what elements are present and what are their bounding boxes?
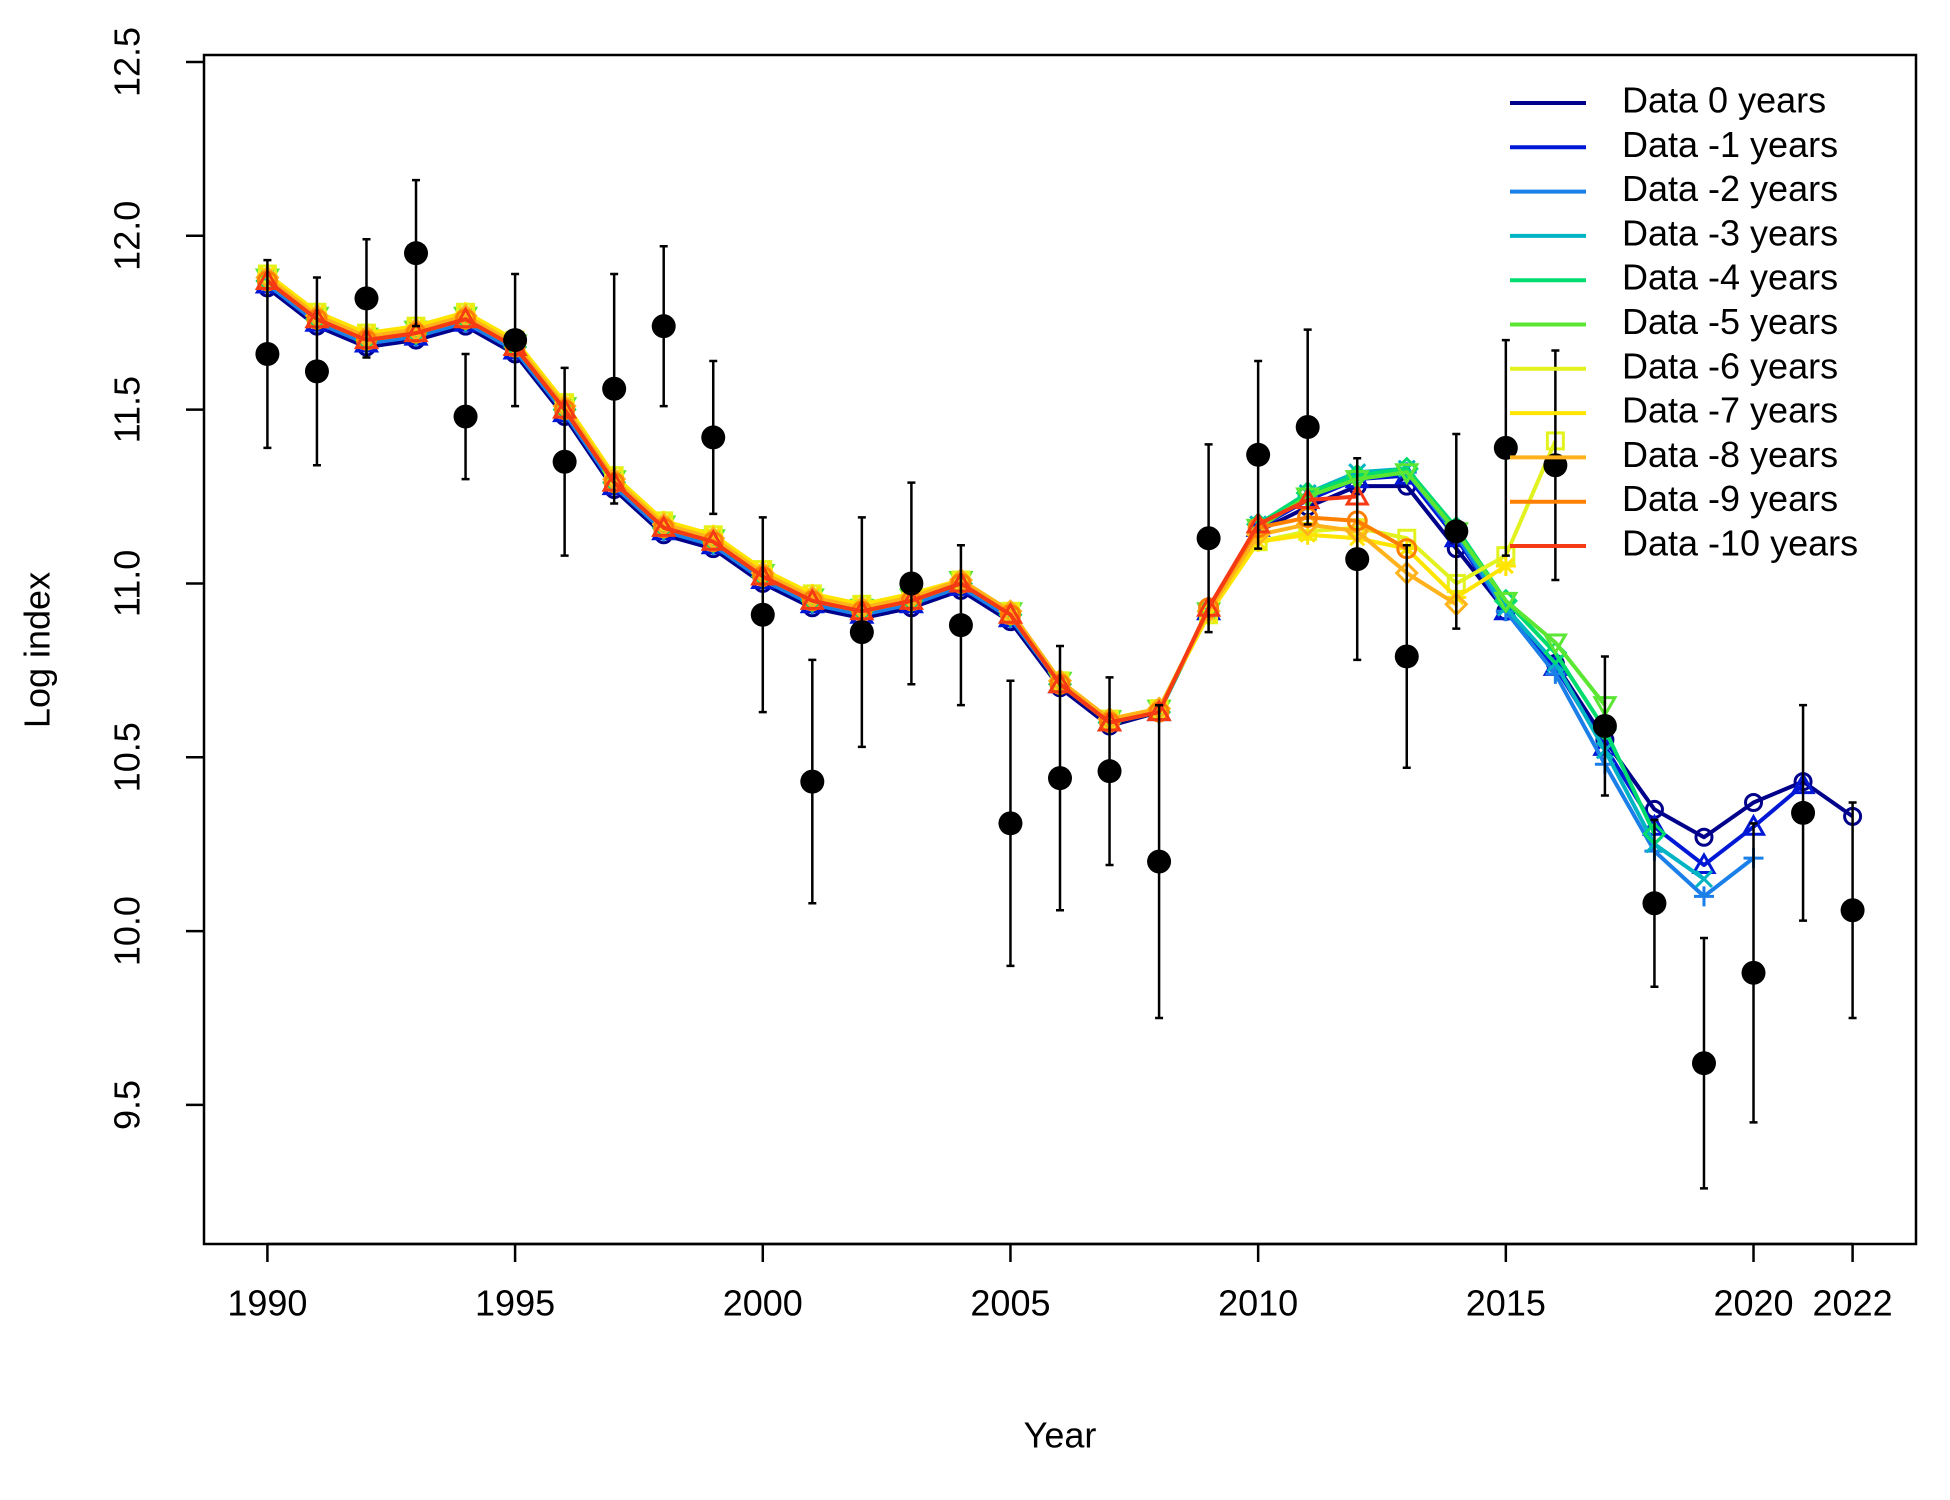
series bbox=[257, 264, 1516, 730]
y-tick-label: 12.0 bbox=[107, 201, 148, 271]
x-axis-label: Year bbox=[1024, 1415, 1097, 1456]
series bbox=[254, 271, 1816, 875]
x-tick-label: 2005 bbox=[970, 1283, 1050, 1324]
observed-point bbox=[453, 404, 478, 429]
observed-point bbox=[503, 328, 528, 353]
legend-label: Data 0 years bbox=[1622, 80, 1826, 121]
observed-point bbox=[651, 314, 676, 339]
legend-label: Data -7 years bbox=[1622, 390, 1838, 431]
observed-point bbox=[404, 241, 429, 266]
marker bbox=[1542, 633, 1568, 656]
observed-point bbox=[701, 425, 726, 450]
x-tick-label: 2022 bbox=[1813, 1283, 1893, 1324]
marker bbox=[403, 320, 429, 343]
observed-point bbox=[1493, 435, 1518, 460]
observed-point bbox=[1592, 713, 1617, 738]
marker bbox=[1394, 463, 1420, 486]
marker bbox=[703, 524, 724, 545]
marker bbox=[997, 601, 1024, 624]
observed-point bbox=[948, 613, 973, 638]
marker bbox=[1693, 886, 1714, 907]
observed-point bbox=[1246, 442, 1271, 467]
y-axis-label: Log index bbox=[17, 572, 58, 728]
marker bbox=[452, 306, 479, 329]
observed-point bbox=[1345, 547, 1370, 572]
observed-point bbox=[1791, 800, 1816, 825]
observed-point bbox=[750, 602, 775, 627]
marker bbox=[1493, 591, 1519, 614]
observed-point bbox=[552, 449, 577, 474]
legend-label: Data -4 years bbox=[1622, 257, 1838, 298]
legend-label: Data -3 years bbox=[1622, 212, 1838, 253]
x-tick-label: 2000 bbox=[723, 1283, 803, 1324]
observed-point bbox=[304, 359, 329, 384]
observed-point bbox=[849, 620, 874, 645]
legend-label: Data -2 years bbox=[1622, 168, 1838, 209]
marker bbox=[1694, 827, 1714, 847]
y-tick-label: 10.5 bbox=[107, 722, 148, 792]
series bbox=[256, 270, 1418, 734]
observed-point bbox=[1295, 414, 1320, 439]
observed-point bbox=[899, 571, 924, 596]
marker bbox=[1691, 852, 1717, 875]
x-tick-label: 2010 bbox=[1218, 1283, 1298, 1324]
marker bbox=[700, 528, 726, 551]
marker bbox=[1744, 792, 1764, 812]
legend-label: Data -6 years bbox=[1622, 345, 1838, 386]
observed-point bbox=[1394, 644, 1419, 669]
observed-point bbox=[255, 341, 280, 366]
observed-point bbox=[800, 769, 825, 794]
observed-point bbox=[354, 286, 379, 311]
marker bbox=[799, 587, 825, 610]
marker bbox=[653, 510, 674, 531]
legend-label: Data -1 years bbox=[1622, 124, 1838, 165]
observed-point bbox=[1196, 526, 1221, 551]
legend-label: Data -9 years bbox=[1622, 478, 1838, 519]
x-tick-label: 2015 bbox=[1466, 1283, 1546, 1324]
series-line bbox=[266, 279, 1706, 881]
observed-point bbox=[1691, 1051, 1716, 1076]
observed-point bbox=[1147, 849, 1172, 874]
legend-label: Data -5 years bbox=[1622, 301, 1838, 342]
x-tick-label: 1990 bbox=[227, 1283, 307, 1324]
legend-label: Data -8 years bbox=[1622, 434, 1838, 475]
marker bbox=[1495, 556, 1516, 577]
series-line bbox=[266, 279, 1358, 725]
x-tick-label: 1995 bbox=[475, 1283, 555, 1324]
marker bbox=[1694, 869, 1714, 889]
x-tick-label: 2020 bbox=[1713, 1283, 1793, 1324]
y-tick-label: 9.5 bbox=[107, 1080, 148, 1130]
observed-point bbox=[1741, 960, 1766, 985]
series-line bbox=[266, 279, 1408, 725]
series-line bbox=[266, 282, 1805, 868]
observed-point bbox=[998, 811, 1023, 836]
observed-point bbox=[1642, 891, 1667, 916]
observed-point bbox=[1444, 519, 1469, 544]
observed-point bbox=[1097, 759, 1122, 784]
legend-label: Data -10 years bbox=[1622, 523, 1858, 564]
observed-point bbox=[1048, 766, 1072, 791]
marker bbox=[802, 583, 823, 604]
observed-point bbox=[602, 376, 627, 401]
y-tick-label: 10.0 bbox=[107, 896, 148, 966]
marker bbox=[651, 514, 677, 537]
y-tick-label: 12.5 bbox=[107, 27, 148, 97]
observed-point bbox=[1840, 898, 1865, 923]
marker bbox=[455, 302, 476, 323]
y-tick-label: 11.0 bbox=[107, 550, 148, 617]
y-tick-label: 11.5 bbox=[107, 376, 148, 443]
